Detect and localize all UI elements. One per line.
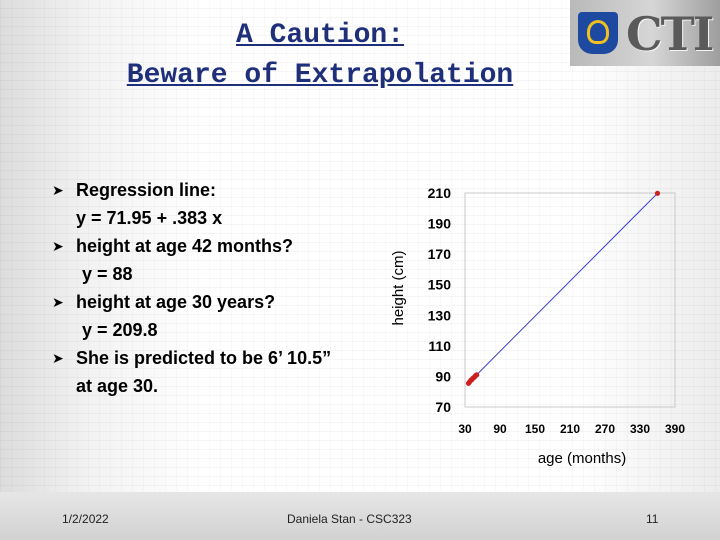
x-tick-label: 270: [595, 422, 615, 436]
bullet-continuation: y = 88: [82, 264, 133, 284]
arrow-bullet-icon: ➤: [52, 182, 64, 198]
bullet-text: height at age 30 years?: [76, 292, 276, 312]
bullet-item: ➤ She is predicted to be 6’ 10.5”: [48, 344, 368, 372]
footer-band: [0, 492, 720, 540]
bullet-continuation: y = 209.8: [82, 320, 158, 340]
data-point: [474, 372, 480, 378]
logo-text: CTI: [626, 7, 714, 61]
bullet-item: ➤ Regression line:: [48, 176, 368, 204]
arrow-bullet-icon: ➤: [52, 238, 64, 254]
bullet-text: height at age 42 months?: [76, 236, 294, 256]
depaul-shield-icon: [578, 12, 618, 54]
footer-date: 1/2/2022: [62, 512, 109, 526]
bullet-text: She is predicted to be 6’ 10.5”: [76, 348, 332, 368]
y-tick-label: 210: [428, 185, 452, 201]
footer-author: Daniela Stan - CSC323: [287, 512, 412, 526]
x-tick-label: 390: [665, 422, 685, 436]
bullet-list: ➤ Regression line: y = 71.95 + .383 x ➤ …: [48, 176, 368, 400]
y-tick-label: 150: [428, 277, 452, 293]
cti-logo: CTI: [570, 0, 720, 66]
x-tick-label: 210: [560, 422, 580, 436]
y-tick-label: 110: [428, 338, 451, 354]
arrow-bullet-icon: ➤: [52, 350, 64, 366]
x-axis-label: age (months): [538, 450, 626, 467]
footer-page-number: 11: [646, 512, 659, 526]
plot-area: [464, 192, 676, 408]
title-line-2: Beware of Extrapolation: [126, 60, 514, 91]
y-tick-label: 70: [435, 399, 451, 415]
regression-line: [471, 192, 658, 380]
x-tick-label: 330: [630, 422, 650, 436]
bullet-text: Regression line:: [76, 180, 217, 200]
bullet-continuation: y = 71.95 + .383 x: [76, 208, 223, 228]
x-tick-label: 30: [458, 422, 472, 436]
y-tick-label: 170: [428, 246, 452, 262]
slide-title: A Caution: Beware of Extrapolation: [60, 16, 580, 96]
arrow-bullet-icon: ➤: [52, 294, 64, 310]
y-tick-label: 190: [428, 216, 452, 232]
y-axis-label: height (cm): [390, 250, 407, 325]
bullet-item: ➤ height at age 42 months?: [48, 232, 368, 260]
bullet-continuation: at age 30.: [76, 376, 159, 396]
x-tick-label: 150: [525, 422, 545, 436]
y-tick-label: 130: [428, 307, 452, 323]
bullet-item: ➤ height at age 30 years?: [48, 288, 368, 316]
title-line-1: A Caution:: [235, 20, 405, 51]
y-tick-label: 90: [435, 368, 451, 384]
scatter-chart: 70 90 110 130 150 170 190 210 30 90 150 210 270 330 39…: [390, 185, 685, 467]
x-tick-label: 90: [493, 422, 507, 436]
data-point: [654, 190, 661, 196]
